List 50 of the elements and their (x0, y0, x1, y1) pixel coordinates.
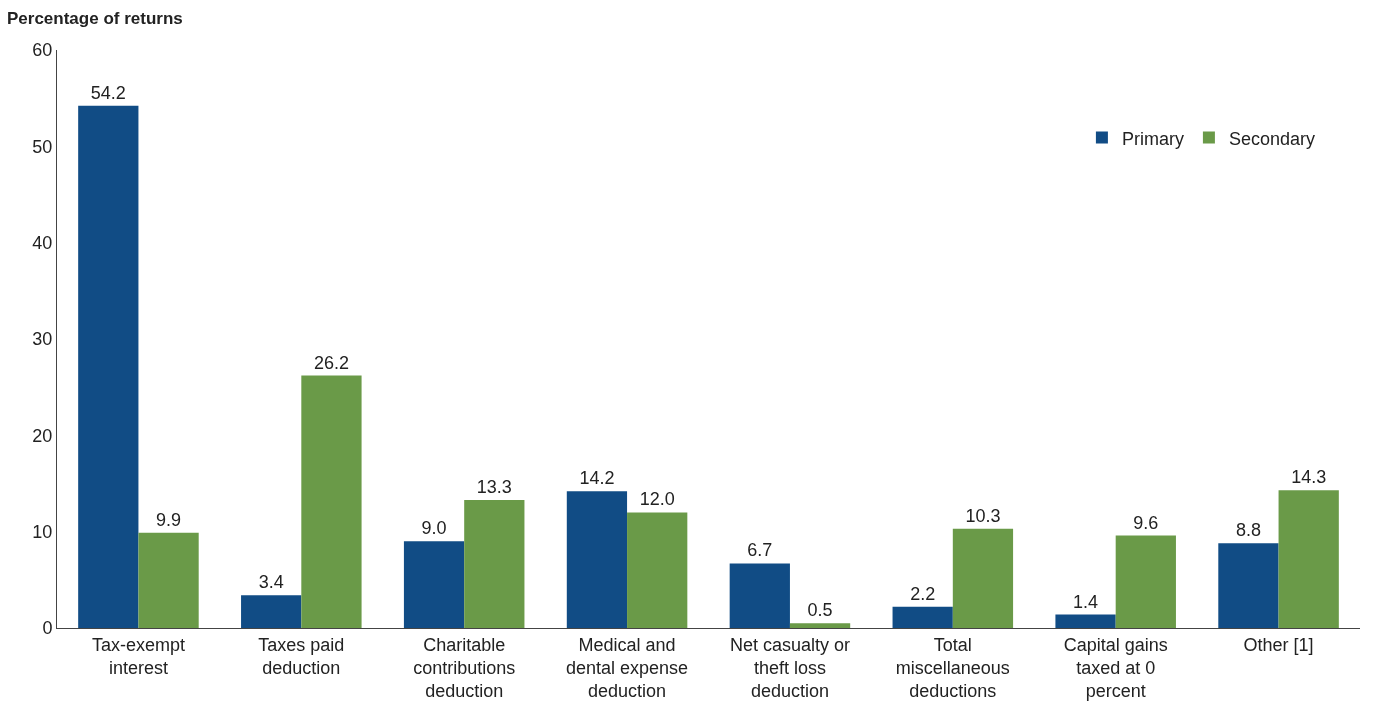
bar (1218, 543, 1279, 628)
bar (78, 105, 139, 628)
data-label: 10.3 (965, 505, 1001, 526)
data-label: 6.7 (747, 540, 773, 561)
data-label: 14.2 (579, 468, 615, 489)
data-label: 14.3 (1291, 467, 1327, 488)
x-tick-label: Charitable contributions deduction (413, 634, 516, 702)
x-tick-label: Tax-exempt interest (91, 634, 185, 678)
data-label: 13.3 (476, 476, 512, 497)
data-label: 9.0 (421, 518, 447, 539)
bar (892, 606, 953, 628)
x-tick-label: Other [1] (1243, 634, 1314, 655)
bar (789, 623, 851, 628)
data-label: 1.4 (1073, 591, 1099, 612)
bar (464, 499, 525, 628)
data-label: 2.2 (910, 583, 936, 604)
bar (952, 528, 1014, 628)
bar (627, 512, 688, 628)
x-tick-label: Total miscellaneous deductions (895, 634, 1010, 702)
y-axis-title: Percentage of returns (7, 9, 183, 28)
bar (1055, 614, 1116, 628)
bar (566, 491, 628, 628)
legend-label: Primary (1121, 128, 1184, 149)
x-tick-label: Capital gains taxed at 0 percent (1063, 634, 1168, 702)
data-label: 54.2 (90, 82, 126, 103)
data-label: 26.2 (313, 352, 349, 373)
x-tick-label: Taxes paid deduction (258, 634, 345, 678)
y-tick-label: 30 (32, 329, 53, 350)
x-tick-label: Net casualty or theft loss deduction (729, 634, 850, 702)
y-tick-label: 50 (32, 136, 53, 157)
bar (403, 541, 465, 628)
bar (1278, 490, 1339, 628)
bar (301, 375, 362, 628)
bar (138, 532, 199, 628)
legend-label: Secondary (1228, 128, 1315, 149)
data-label: 0.5 (807, 600, 833, 621)
x-tick-label: Medical and dental expense deduction (566, 634, 689, 702)
data-label: 8.8 (1235, 520, 1261, 541)
data-label: 12.0 (639, 489, 675, 510)
data-label: 9.6 (1133, 512, 1159, 533)
y-tick-label: 20 (32, 425, 53, 446)
y-tick-label: 40 (32, 232, 53, 253)
bar (729, 563, 790, 628)
bar (1115, 535, 1176, 628)
data-label: 9.9 (156, 509, 182, 530)
data-label: 3.4 (258, 572, 284, 593)
y-tick-label: 10 (32, 521, 53, 542)
y-tick-label: 0 (42, 618, 53, 639)
y-tick-label: 60 (32, 40, 53, 61)
bar (241, 595, 302, 628)
